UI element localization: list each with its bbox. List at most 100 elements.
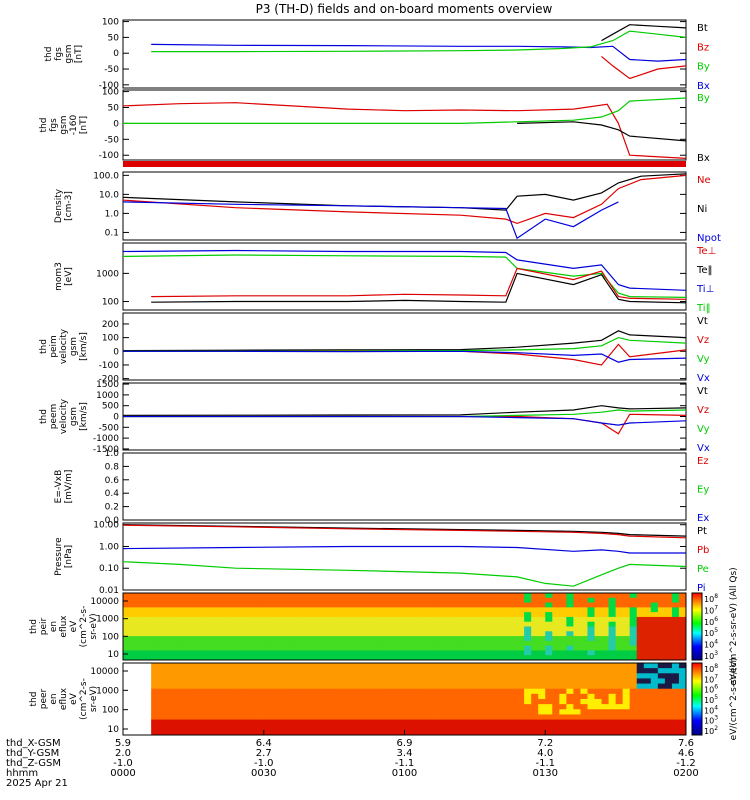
x-row-label: thd_X-GSM [6, 738, 61, 749]
ylabel-line: E=-VxB [54, 470, 64, 504]
colorbar-tick: 106 [704, 616, 718, 627]
panel-ylabel: thd peer en eflux eV (cm^2-s-sr-eV) [29, 678, 99, 720]
y-tick-label: 1000 [96, 391, 119, 401]
panel-ylabel: Pressure [nPa] [54, 537, 74, 576]
x-value: -1.1 [395, 758, 415, 769]
x-value: 0000 [110, 768, 135, 779]
x-axis-block: thd_X-GSMthd_Y-GSMthd_Z-GSMhhmm5.92.0-1.… [6, 730, 699, 779]
panel-frame [122, 522, 687, 591]
series-line-blue [123, 545, 686, 554]
ylabel-line: gsm [64, 44, 74, 63]
colorbar-tick: 107 [704, 673, 718, 684]
x-value: 0130 [533, 768, 558, 779]
panel-ylabel: thd fgs gsm [nT] [44, 44, 84, 63]
legend-red: Ne [697, 175, 711, 186]
ylabel-line: gsm [59, 115, 69, 134]
legend-blue: Npot [697, 233, 721, 244]
x-value: 0200 [673, 768, 698, 779]
panel-legend: Te⊥ Te‖ Ti⊥ Ti‖ [696, 246, 716, 314]
ylabel-line: gsm [69, 407, 79, 426]
x-value: 2.7 [256, 748, 272, 759]
y-tick-label: -200 [99, 375, 120, 385]
ylabel-line: en [49, 621, 59, 632]
ylabel-line: thd [39, 409, 49, 424]
y-tick-label: 0.6 [105, 476, 120, 486]
panel-3: Density [cm-3] 100.0 10.0 1.0 0.1 Ne Ni Npot [54, 171, 721, 244]
legend-black: Bt [697, 23, 708, 34]
panel-5: thd peim velocity gsm [km/s] 200 100 0 -100 -200 V… [39, 312, 710, 385]
series-line-blue [123, 201, 619, 240]
y-tick-label: 1500 [96, 380, 119, 390]
ylabel-line: sr-eV) [89, 686, 99, 712]
legend-black: Te‖ [696, 265, 713, 276]
ylabel-line: fgs [49, 118, 59, 132]
x-value: -1.1 [535, 758, 555, 769]
colorbar-tick: 103 [704, 715, 718, 726]
ylabel-line: mom3 [54, 262, 64, 291]
ylabel-line: Pressure [54, 537, 64, 576]
legend-red: Vz [697, 335, 709, 346]
x-value: 0100 [392, 768, 417, 779]
ylabel-line: Density [54, 188, 64, 223]
ylabel-line: velocity [59, 328, 69, 364]
separator-bar [123, 161, 686, 167]
y-tick-label: 10.00 [93, 521, 119, 531]
series-line-black [601, 24, 686, 42]
ylabel-line: [eV] [64, 267, 74, 286]
ylabel-line: eV [69, 692, 79, 705]
x-value: 7.6 [678, 738, 694, 749]
x-value: 5.9 [115, 738, 131, 749]
series-line-green [151, 30, 686, 53]
colorbar-tick: 105 [704, 627, 718, 638]
y-tick-label: -100 [99, 81, 120, 91]
legend-red: Bz [697, 42, 709, 53]
y-tick-label: 10 [108, 725, 120, 735]
colorbar-tick: 105 [704, 694, 718, 705]
series-line-blue [123, 249, 686, 291]
legend-red: Te⊥ [696, 246, 716, 257]
legend-blue: Vx [697, 443, 710, 454]
legend-green: By [697, 93, 710, 104]
x-row-label: thd_Z-GSM [6, 758, 61, 769]
x-value: -1.0 [254, 758, 274, 769]
ylabel-line: (cm^2-s- [79, 606, 89, 648]
series-line-red [601, 55, 686, 80]
y-tick-label: 100 [102, 334, 119, 344]
legend-green: Vy [697, 424, 710, 435]
y-tick-label: 100 [102, 298, 119, 308]
series-line-red [123, 174, 686, 225]
panel-legend: Pt Pb Pe Pi [697, 526, 709, 594]
y-tick-label: 0.4 [105, 489, 120, 499]
colorbar-strip [691, 662, 703, 736]
series-line-red [123, 102, 686, 159]
x-value: 7.2 [537, 738, 553, 749]
y-tick-label: 0.1 [105, 228, 119, 238]
y-tick-label: 10.0 [99, 190, 119, 200]
ylabel-line: peir [39, 617, 49, 635]
y-tick-label: -500 [99, 423, 120, 433]
panel-legend: By Bx [697, 93, 710, 164]
y-tick-label: -100 [99, 361, 120, 371]
panel-legend: Ne Ni Npot [697, 175, 721, 244]
panel-ylabel: thd peem velocity gsm [km/s] [39, 398, 89, 434]
ylabel-line: [km/s] [79, 402, 89, 431]
colorbar-label: eV/(cm^2-s-sr-eV) [729, 658, 739, 741]
series-line-blue [151, 43, 686, 62]
x-value: 6.9 [397, 738, 413, 749]
y-tick-label: 1000 [96, 269, 119, 279]
series-line-green [123, 97, 686, 125]
y-tick-label: 100 [102, 18, 119, 28]
y-tick-label: -1000 [93, 434, 119, 444]
y-tick-label: 0.01 [99, 586, 119, 596]
panel-10: thd peer en eflux eV (cm^2-s-sr-eV)1000010001… [29, 658, 739, 741]
panel-legend: Vt Vz Vy Vx [697, 386, 710, 454]
colorbar-label: eV/(cm^2-s-sr-eV) (All Qs) [729, 567, 739, 685]
x-value: -1.0 [113, 758, 133, 769]
y-tick-label: 0.8 [105, 462, 120, 472]
y-tick-label: 100 [102, 632, 119, 642]
ylabel-line: -160 [69, 115, 79, 136]
panel-9: thd peir en eflux eV (cm^2-s-sr-eV)1000010001… [29, 567, 739, 685]
colorbar-strip [691, 592, 703, 661]
panel-frame [122, 19, 687, 89]
